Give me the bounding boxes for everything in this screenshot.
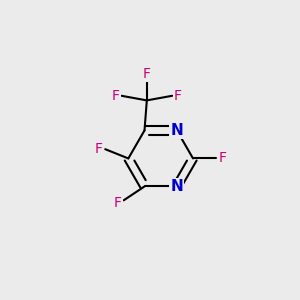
Text: N: N xyxy=(170,179,183,194)
Text: F: F xyxy=(112,89,120,103)
Text: F: F xyxy=(114,196,122,210)
Text: F: F xyxy=(219,152,227,165)
Text: F: F xyxy=(143,67,151,81)
Text: N: N xyxy=(170,123,183,138)
Text: F: F xyxy=(94,142,102,156)
Text: F: F xyxy=(174,89,182,103)
